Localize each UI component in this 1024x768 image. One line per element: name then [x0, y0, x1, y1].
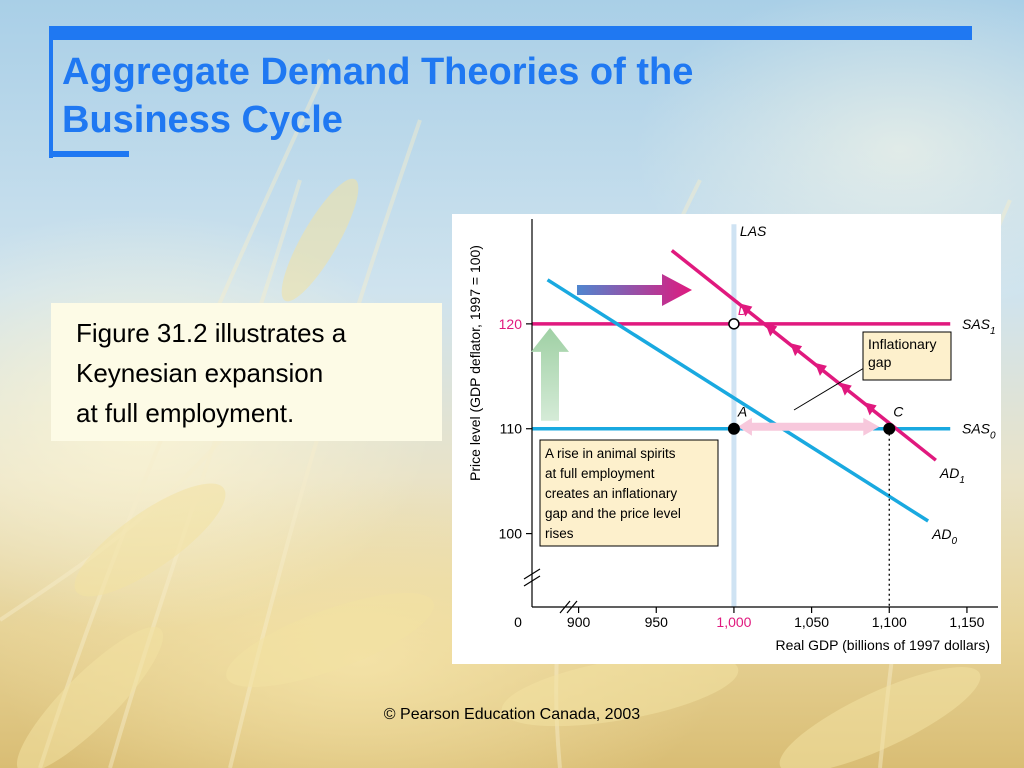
title-accent-bar — [52, 26, 972, 40]
inflationary-gap-box — [862, 331, 952, 381]
price-rise-arrow — [531, 327, 569, 421]
explanation-text: creates an inflationary — [545, 486, 677, 501]
ad0-label: AD0 — [931, 526, 957, 547]
point-d-label: D — [738, 302, 748, 318]
body-text-box: Figure 31.2 illustrates a Keynesian expa… — [51, 303, 442, 441]
y-tick-label: 100 — [499, 526, 523, 542]
point-a — [727, 422, 740, 435]
ad1-arrow-marker — [765, 323, 778, 337]
x-tick-label: 1,050 — [794, 614, 829, 630]
x-tick-label: 900 — [567, 614, 591, 630]
x-tick-label: 950 — [645, 614, 669, 630]
las-label: LAS — [740, 223, 767, 239]
inflationary-gap-text: gap — [868, 354, 892, 370]
copyright-footer: © Pearson Education Canada, 2003 — [383, 706, 641, 723]
slide-title: Aggregate Demand Theories of the Busines… — [62, 48, 882, 144]
sas0-label: SAS0 — [962, 421, 996, 442]
x-tick-label: 1,000 — [716, 614, 751, 630]
ad0-line — [546, 278, 930, 523]
ad-shift-arrow — [577, 274, 692, 306]
x-origin-label: 0 — [514, 614, 522, 630]
explanation-box — [539, 439, 719, 547]
inflationary-gap-text: Inflationary — [868, 336, 936, 352]
body-line-3: at full employment. — [76, 398, 295, 428]
title-bracket-bottom — [49, 151, 129, 157]
ad1-arrow-marker — [839, 382, 852, 396]
x-tick-label: 1,100 — [872, 614, 907, 630]
x-tick-label: 1,150 — [949, 614, 984, 630]
ad1-arrow-marker — [740, 303, 753, 317]
point-c — [883, 422, 896, 435]
figure-panel: LAS SAS1 SAS0 AD0 AD1 100 110 120 900 950 1,000 1,0… — [452, 214, 1001, 664]
slide-title-line2: Business Cycle — [62, 99, 343, 141]
gap-callout-leader — [793, 367, 865, 411]
explanation-text: at full employment — [545, 466, 655, 481]
explanation-text: rises — [545, 526, 574, 541]
y-axis-title: Price level (GDP deflator, 1997 = 100) — [467, 245, 483, 481]
slide-title-line1: Aggregate Demand Theories of the — [62, 51, 694, 93]
body-line-1: Figure 31.2 illustrates a — [76, 318, 347, 348]
ad1-arrow-marker — [790, 343, 803, 357]
sas1-label: SAS1 — [962, 316, 996, 337]
y-tick-label: 120 — [499, 316, 523, 332]
y-tick-label: 110 — [500, 421, 523, 437]
gap-arrow-tail — [737, 417, 752, 436]
explanation-text: gap and the price level — [545, 506, 681, 521]
x-axis-break — [559, 600, 578, 614]
point-a-label: A — [737, 404, 747, 420]
point-d — [728, 318, 740, 330]
ad1-arrow-marker — [864, 402, 877, 416]
y-axis-break — [523, 568, 541, 587]
ad1-label: AD1 — [939, 465, 965, 486]
ad1-arrow-marker — [814, 362, 827, 376]
title-bracket-left — [49, 26, 53, 158]
point-c-label: C — [893, 404, 904, 420]
x-axis-title: Real GDP (billions of 1997 dollars) — [775, 637, 990, 653]
body-line-2: Keynesian expansion — [76, 358, 324, 388]
gap-arrow-head — [863, 417, 880, 436]
explanation-text: A rise in animal spirits — [545, 446, 676, 461]
